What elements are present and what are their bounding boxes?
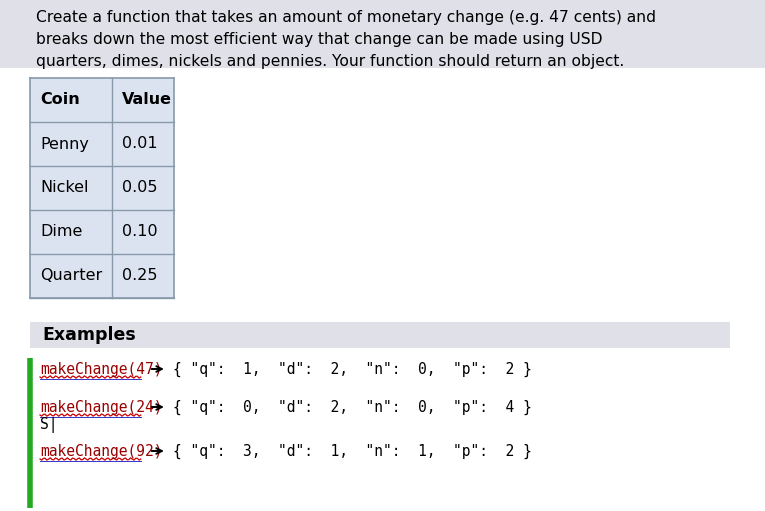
- Text: { "q":  3,  "d":  1,  "n":  1,  "p":  2 }: { "q": 3, "d": 1, "n": 1, "p": 2 }: [173, 444, 532, 459]
- Text: Penny: Penny: [40, 136, 89, 151]
- Text: makeChange(47): makeChange(47): [40, 362, 162, 377]
- Text: makeChange(24): makeChange(24): [40, 400, 162, 415]
- Text: 0.05: 0.05: [122, 180, 158, 196]
- Text: 0.01: 0.01: [122, 136, 158, 151]
- Bar: [0, 0, 765, 68]
- Text: Examples: Examples: [42, 326, 135, 344]
- Text: 0.10: 0.10: [122, 224, 158, 240]
- Text: { "q":  1,  "d":  2,  "n":  0,  "p":  2 }: { "q": 1, "d": 2, "n": 0, "p": 2 }: [173, 362, 532, 377]
- Text: Value: Value: [122, 92, 172, 107]
- Text: Coin: Coin: [40, 92, 80, 107]
- Text: Create a function that takes an amount of monetary change (e.g. 47 cents) and
br: Create a function that takes an amount o…: [36, 10, 656, 69]
- Text: Nickel: Nickel: [40, 180, 89, 196]
- Text: S|: S|: [40, 417, 57, 433]
- Text: { "q":  0,  "d":  2,  "n":  0,  "p":  4 }: { "q": 0, "d": 2, "n": 0, "p": 4 }: [173, 400, 532, 415]
- Text: 0.25: 0.25: [122, 268, 158, 284]
- Text: Dime: Dime: [40, 224, 83, 240]
- Text: makeChange(92): makeChange(92): [40, 444, 162, 459]
- Text: Quarter: Quarter: [40, 268, 103, 284]
- Bar: [30, 78, 174, 298]
- Bar: [30, 322, 730, 348]
